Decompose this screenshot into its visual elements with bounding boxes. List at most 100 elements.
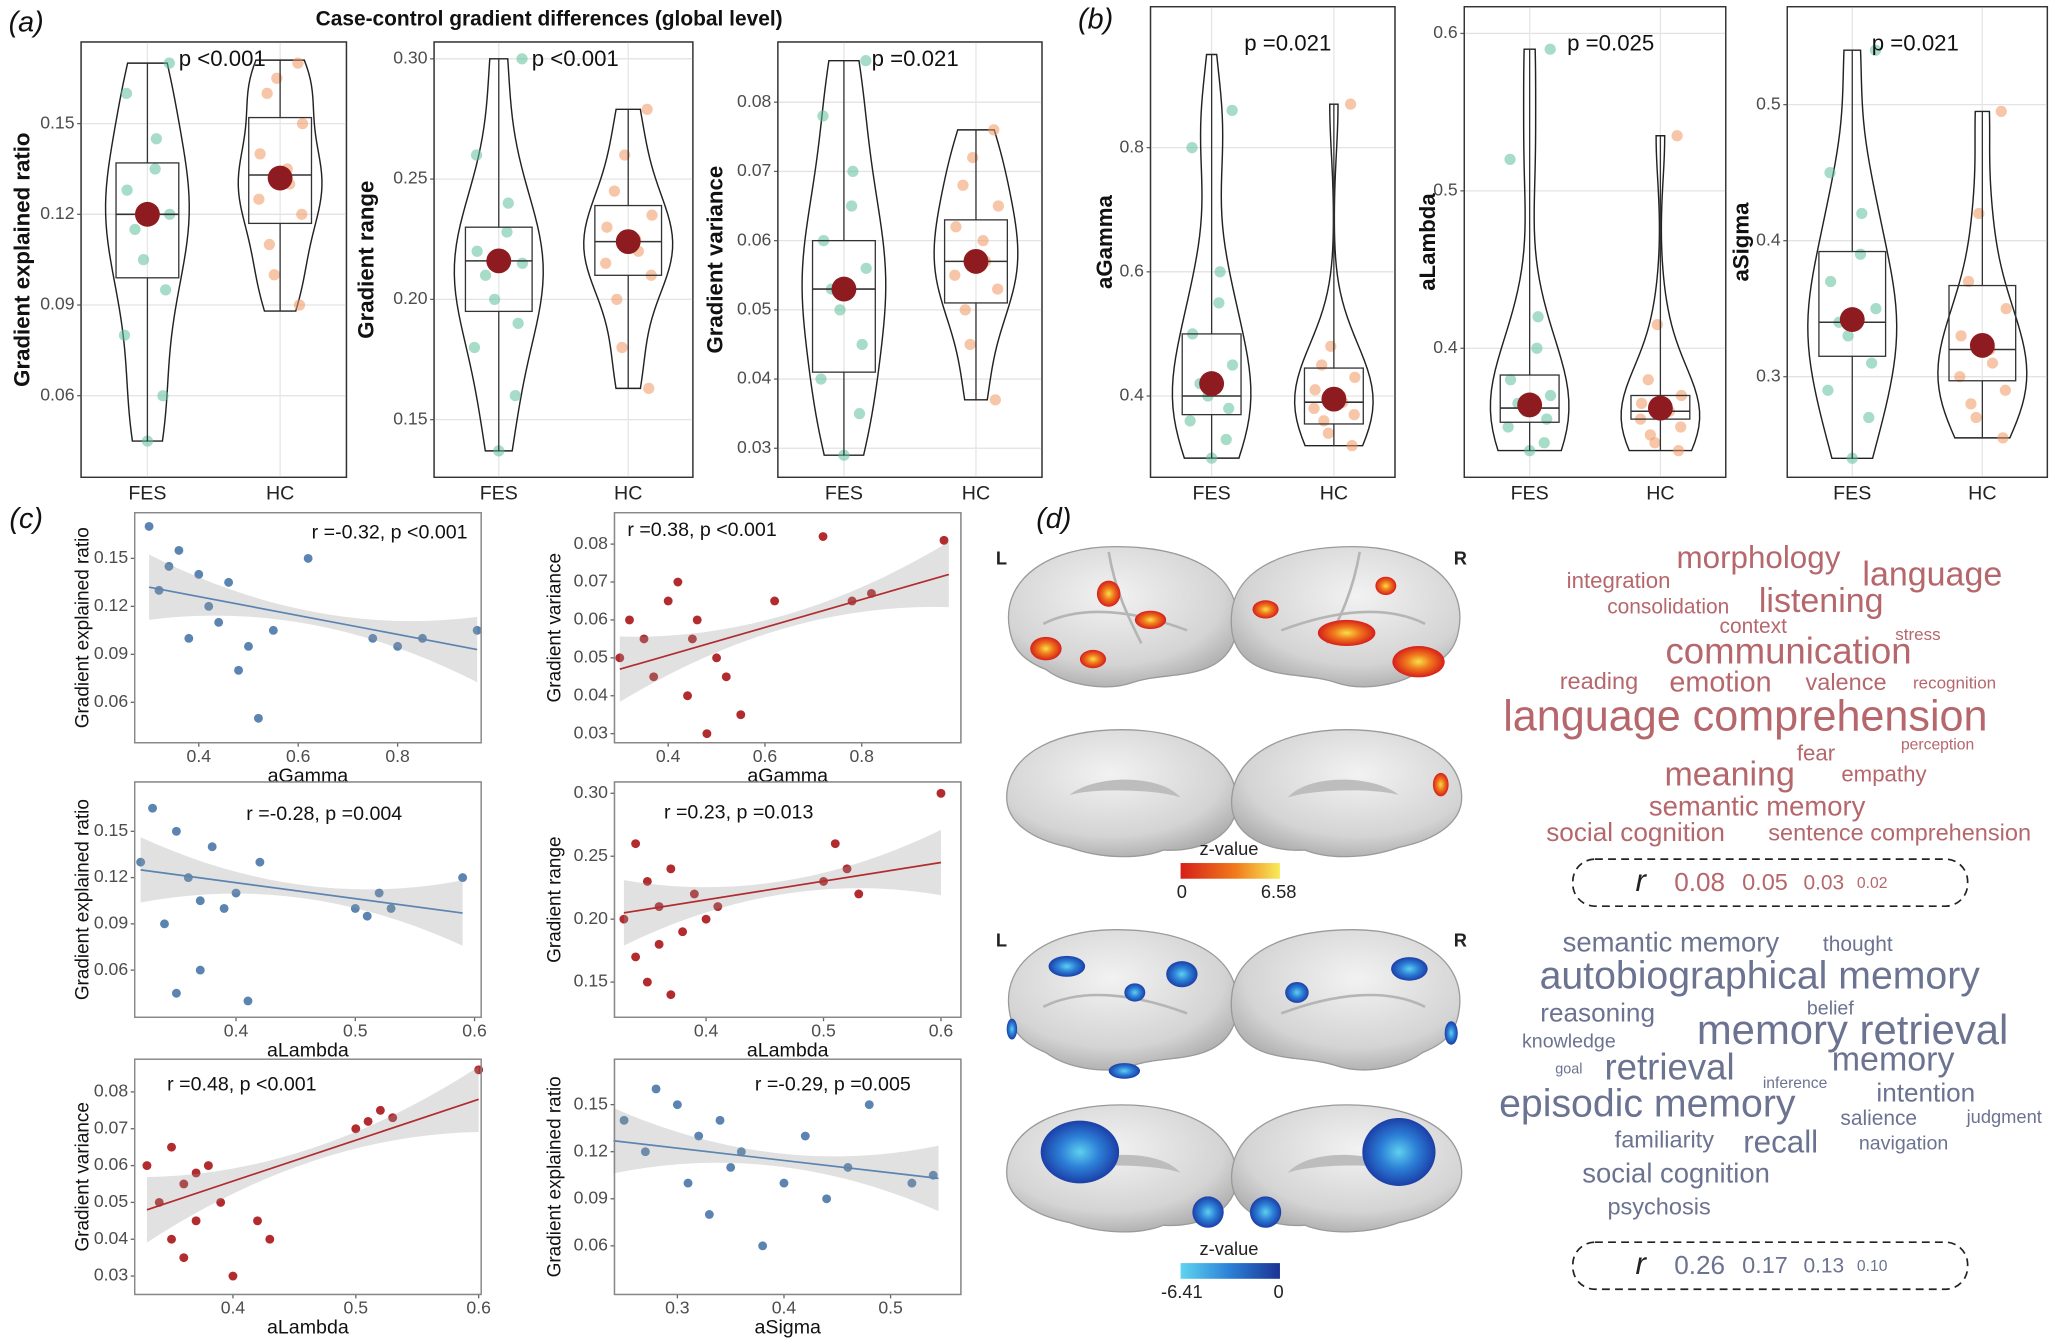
word: morphology xyxy=(1677,540,1841,575)
hemisphere-label: L xyxy=(996,929,1007,950)
y-tick-label: 0.07 xyxy=(94,1117,128,1137)
point xyxy=(214,617,224,627)
point xyxy=(1316,359,1328,371)
point xyxy=(121,184,133,196)
x-tick-label: 0.4 xyxy=(224,1020,249,1040)
annotation: r =0.23, p =0.013 xyxy=(664,802,813,824)
point xyxy=(694,1131,704,1141)
point xyxy=(1213,297,1225,309)
point xyxy=(1651,319,1663,331)
point xyxy=(666,864,676,874)
word: psychosis xyxy=(1607,1193,1710,1219)
brain-left-medial xyxy=(1006,1104,1238,1233)
word: consolidation xyxy=(1607,596,1729,619)
point xyxy=(1870,303,1882,315)
violin xyxy=(1489,48,1570,452)
annotation: r =-0.28, p =0.004 xyxy=(246,803,402,825)
violin xyxy=(1171,53,1252,459)
plot-area xyxy=(613,1058,962,1296)
y-tick-label: 0.06 xyxy=(737,229,772,249)
point xyxy=(255,857,265,867)
word: reading xyxy=(1560,668,1638,694)
violin xyxy=(1620,135,1701,452)
violin xyxy=(453,58,544,452)
point xyxy=(203,1161,213,1171)
plot-frame xyxy=(1786,6,2049,479)
point xyxy=(1502,421,1514,433)
y-tick-label: 0.06 xyxy=(574,609,609,629)
word: semantic memory xyxy=(1563,926,1780,957)
legend-value: 0.03 xyxy=(1803,871,1844,894)
point xyxy=(601,221,613,233)
legend-value: 0.10 xyxy=(1857,1258,1888,1275)
colorbar-tick: -6.41 xyxy=(1161,1281,1203,1302)
y-axis-label: Gradient variance xyxy=(73,1102,94,1251)
point xyxy=(171,988,181,998)
point xyxy=(516,257,529,269)
point xyxy=(296,117,309,130)
box xyxy=(248,116,313,225)
point xyxy=(1524,444,1536,457)
word: belief xyxy=(1807,998,1854,1020)
brain-left-medial xyxy=(1006,729,1238,858)
y-tick-label: 0.4 xyxy=(1756,229,1781,249)
plot-area xyxy=(1786,6,2049,479)
y-tick-label: 0.09 xyxy=(574,1187,608,1207)
legend-value: 0.02 xyxy=(1857,875,1888,892)
word: communication xyxy=(1665,631,1911,672)
annotation: r =-0.32, p <0.001 xyxy=(312,522,468,544)
point xyxy=(631,952,641,962)
x-tick-label: FES xyxy=(825,483,863,505)
y-tick-label: 0.4 xyxy=(1119,385,1144,405)
point xyxy=(619,914,629,924)
point xyxy=(1220,433,1232,446)
word: stress xyxy=(1895,625,1940,644)
point xyxy=(374,888,384,898)
point xyxy=(1214,266,1226,278)
point xyxy=(959,304,971,316)
point xyxy=(818,532,828,541)
plot-frame xyxy=(80,41,348,479)
annotation: r =-0.29, p =0.005 xyxy=(755,1073,911,1095)
plot-frame xyxy=(134,1058,482,1296)
y-tick-label: 0.12 xyxy=(40,203,74,223)
point xyxy=(600,257,612,269)
point xyxy=(704,1210,714,1219)
plot-frame xyxy=(1463,6,1727,479)
mean xyxy=(1517,392,1543,418)
point xyxy=(502,197,514,209)
point xyxy=(726,1162,736,1172)
point xyxy=(271,72,283,84)
point xyxy=(472,625,482,635)
x-tick-label: 0.5 xyxy=(344,1298,369,1318)
y-tick-label: 0.15 xyxy=(40,112,75,132)
panel-label: (d) xyxy=(1036,503,1071,535)
point xyxy=(375,1105,385,1115)
word: fear xyxy=(1797,740,1836,765)
point xyxy=(1325,340,1337,352)
plot-frame xyxy=(613,1058,962,1296)
point xyxy=(854,889,864,899)
point xyxy=(989,394,1001,406)
fit-line xyxy=(623,861,942,914)
point xyxy=(616,341,628,354)
brain-right-lateral xyxy=(1230,545,1461,688)
box xyxy=(1948,284,2017,382)
y-tick-label: 0.06 xyxy=(94,1154,129,1174)
y-tick-label: 0.4 xyxy=(1433,337,1458,357)
mean xyxy=(615,229,641,255)
point xyxy=(779,1178,789,1188)
chart-title: Case-control gradient differences (globa… xyxy=(316,7,783,30)
point xyxy=(666,990,676,1000)
y-tick-label: 0.30 xyxy=(393,47,428,67)
mean xyxy=(267,165,293,191)
x-tick-label: 0.4 xyxy=(187,746,212,766)
plot-frame xyxy=(1149,6,1396,479)
colorbar xyxy=(1180,1263,1280,1279)
mean xyxy=(486,248,512,274)
x-axis-label: aLambda xyxy=(267,1317,349,1339)
x-tick-label: 0.6 xyxy=(466,1298,491,1318)
point xyxy=(800,1131,810,1141)
point xyxy=(687,634,697,644)
x-tick-label: FES xyxy=(1193,483,1231,505)
